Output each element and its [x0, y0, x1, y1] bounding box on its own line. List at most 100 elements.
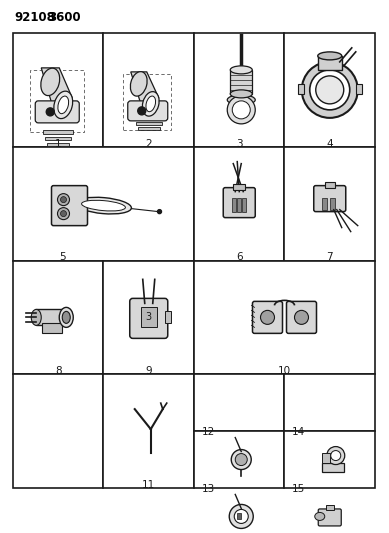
Text: 3600: 3600 [48, 11, 81, 24]
Bar [284, 147, 375, 261]
Ellipse shape [54, 91, 73, 119]
Circle shape [58, 193, 70, 206]
Bar [42, 324, 62, 333]
Bar [322, 198, 327, 209]
Text: 3: 3 [146, 312, 152, 322]
Bar [322, 463, 344, 472]
Text: 3: 3 [236, 139, 243, 149]
Bar [30, 70, 84, 132]
Bar [194, 261, 375, 374]
Text: 92108: 92108 [14, 11, 55, 24]
Ellipse shape [315, 512, 325, 520]
Bar [325, 182, 335, 188]
Circle shape [331, 450, 341, 461]
Circle shape [158, 209, 161, 214]
Bar [233, 184, 245, 190]
Ellipse shape [41, 68, 60, 95]
Bar [103, 374, 194, 488]
Ellipse shape [230, 90, 252, 98]
FancyBboxPatch shape [130, 298, 168, 338]
Text: 2: 2 [145, 139, 152, 149]
Bar [43, 130, 73, 134]
Bar [232, 198, 236, 212]
Circle shape [138, 107, 146, 115]
Bar [284, 431, 375, 488]
FancyBboxPatch shape [223, 188, 255, 217]
Ellipse shape [82, 200, 125, 211]
Ellipse shape [31, 309, 41, 325]
Polygon shape [41, 68, 72, 112]
Bar [318, 56, 342, 70]
Ellipse shape [130, 71, 147, 96]
Ellipse shape [58, 96, 68, 114]
Text: 9: 9 [145, 366, 152, 376]
Bar [103, 33, 194, 147]
Bar [45, 137, 71, 140]
Bar [194, 374, 284, 431]
Ellipse shape [146, 96, 156, 112]
Bar [13, 374, 103, 488]
Ellipse shape [230, 66, 252, 74]
Text: 6: 6 [236, 253, 243, 262]
Text: 4: 4 [326, 139, 333, 149]
Bar [356, 84, 362, 94]
Bar [13, 147, 194, 261]
FancyBboxPatch shape [318, 509, 341, 526]
Bar [284, 33, 375, 147]
Ellipse shape [59, 308, 73, 327]
Bar [284, 374, 375, 431]
Text: 5: 5 [60, 253, 66, 262]
Bar [136, 122, 162, 125]
Circle shape [229, 504, 253, 528]
FancyBboxPatch shape [35, 101, 79, 123]
Bar [123, 74, 171, 130]
Bar [36, 309, 66, 325]
Text: 7: 7 [326, 253, 333, 262]
Text: 15: 15 [292, 484, 305, 494]
Bar [242, 198, 246, 212]
Circle shape [61, 211, 67, 216]
Bar [47, 143, 69, 146]
Bar [13, 33, 103, 147]
FancyBboxPatch shape [314, 185, 346, 212]
Ellipse shape [318, 52, 342, 60]
Circle shape [234, 510, 248, 523]
FancyBboxPatch shape [51, 185, 88, 225]
FancyBboxPatch shape [128, 101, 168, 121]
Circle shape [261, 310, 275, 325]
Circle shape [232, 101, 250, 119]
Ellipse shape [142, 92, 159, 116]
Bar [13, 261, 103, 374]
Text: 10: 10 [278, 366, 291, 376]
Text: 12: 12 [202, 427, 215, 437]
Text: 1: 1 [55, 139, 61, 149]
Bar [298, 84, 304, 94]
Bar [194, 33, 284, 147]
Ellipse shape [62, 311, 70, 324]
Circle shape [231, 449, 251, 470]
Bar [103, 261, 194, 374]
Bar [330, 198, 335, 209]
Circle shape [302, 62, 358, 118]
Bar [194, 431, 284, 488]
Text: 11: 11 [142, 480, 155, 490]
Bar [237, 198, 241, 212]
Circle shape [294, 310, 308, 325]
Circle shape [58, 208, 70, 220]
Circle shape [61, 197, 67, 203]
Bar [322, 453, 330, 463]
Circle shape [46, 108, 54, 116]
Polygon shape [131, 72, 159, 110]
Bar [141, 308, 157, 327]
Ellipse shape [227, 95, 255, 105]
Text: 13: 13 [202, 484, 215, 494]
Text: 14: 14 [292, 427, 305, 437]
Bar [165, 311, 171, 324]
FancyBboxPatch shape [252, 301, 282, 333]
Circle shape [227, 96, 255, 124]
Text: 8: 8 [55, 366, 61, 376]
FancyBboxPatch shape [287, 301, 317, 333]
Bar [194, 147, 284, 261]
Bar [138, 127, 160, 130]
Bar [326, 505, 334, 511]
